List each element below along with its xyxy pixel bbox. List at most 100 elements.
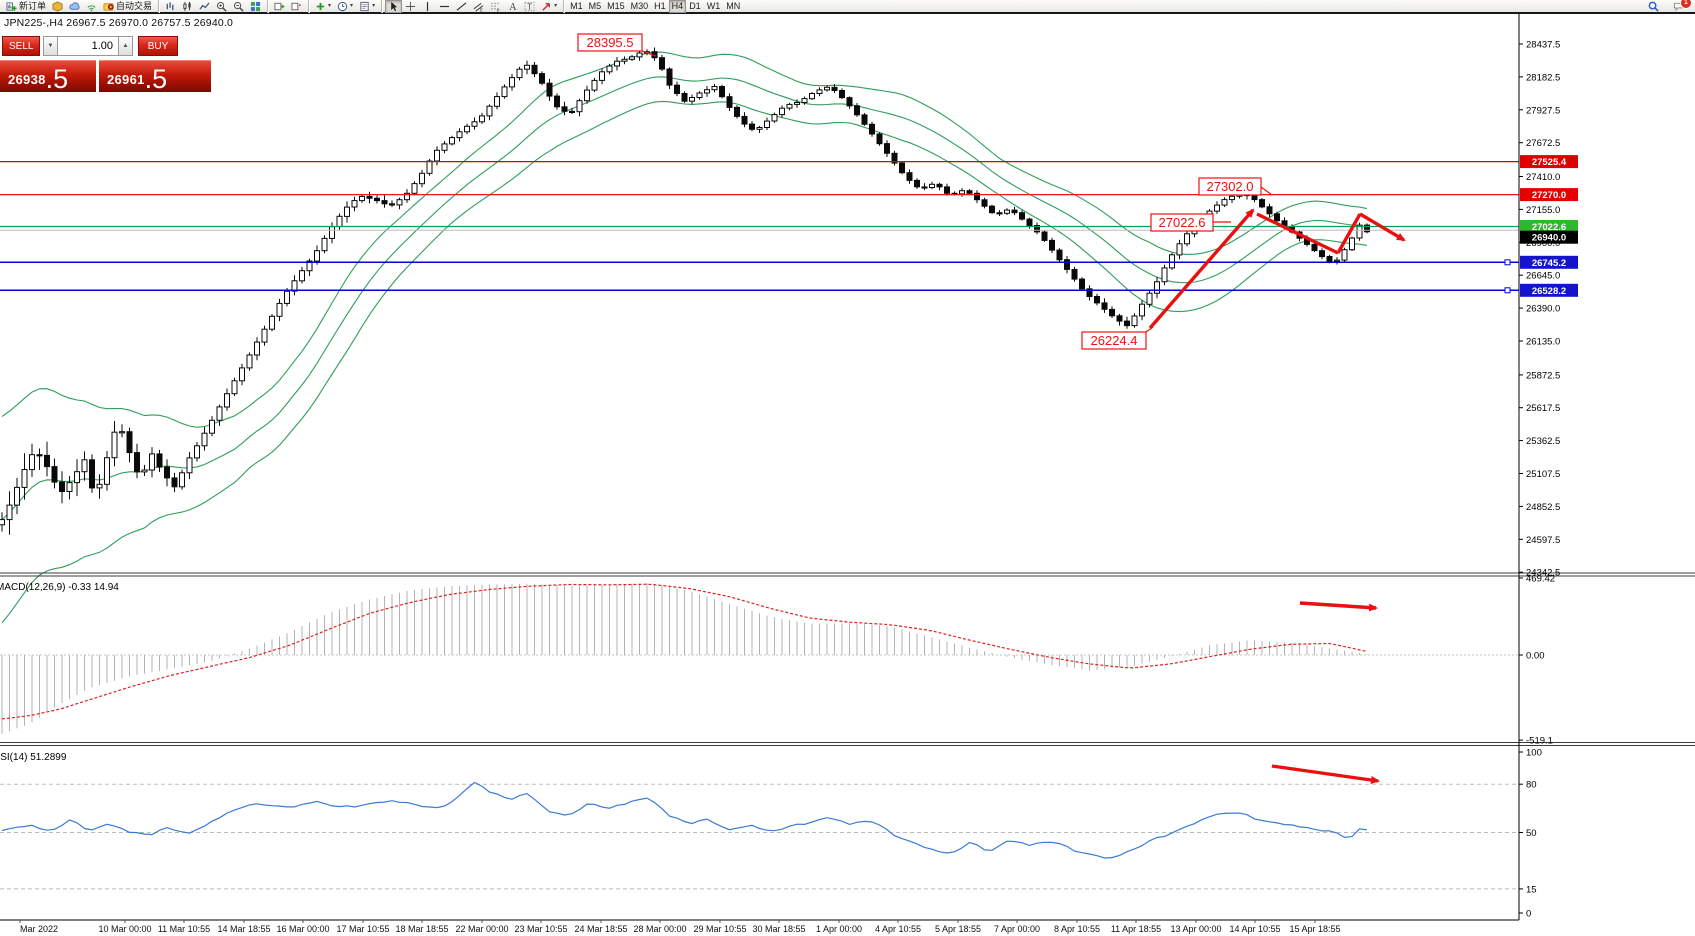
- hline-handle[interactable]: [1504, 259, 1511, 266]
- vertical-line-button[interactable]: [419, 0, 436, 13]
- svg-text:1 Apr 00:00: 1 Apr 00:00: [816, 924, 862, 934]
- price-badge: [1520, 255, 1578, 269]
- chart-shift-button[interactable]: [288, 0, 305, 13]
- sell-button[interactable]: SELL: [2, 36, 40, 56]
- autotrade-button[interactable]: 自动交易: [100, 0, 155, 13]
- svg-text:8 Apr 10:55: 8 Apr 10:55: [1054, 924, 1100, 934]
- tf-h4-button[interactable]: H4: [668, 0, 687, 13]
- line-chart-icon: [199, 1, 210, 12]
- arrows-button[interactable]: ▾: [538, 0, 560, 13]
- horizontal-line-button[interactable]: [436, 0, 453, 13]
- candles: [0, 47, 1370, 535]
- community-button[interactable]: [66, 0, 83, 13]
- candlestick-chart-button[interactable]: [179, 0, 196, 13]
- zoom-in-button[interactable]: [213, 0, 230, 13]
- tf-w1-button-label: W1: [706, 0, 721, 11]
- svg-text:26645.0: 26645.0: [1526, 271, 1560, 282]
- autotrade-icon: [103, 1, 114, 12]
- periods-button[interactable]: ▾: [334, 0, 356, 13]
- notification-count-badge: 1: [1680, 0, 1692, 9]
- toolbar-group: [158, 0, 267, 13]
- search-button[interactable]: [1645, 0, 1662, 13]
- svg-text:15: 15: [1526, 884, 1537, 895]
- clock-icon: [337, 1, 348, 12]
- svg-text:80: 80: [1526, 780, 1537, 791]
- svg-text:T: T: [527, 2, 532, 11]
- templates-button[interactable]: ▾: [356, 0, 378, 13]
- svg-text:5 Apr 18:55: 5 Apr 18:55: [935, 924, 981, 934]
- chart-shift-icon: [291, 1, 302, 12]
- trend-arrow[interactable]: [1148, 208, 1255, 330]
- buy-price-panel[interactable]: 26961 .5: [99, 60, 211, 93]
- svg-text:24342.5: 24342.5: [1526, 568, 1560, 579]
- svg-text:26135.0: 26135.0: [1526, 337, 1560, 348]
- text-a-icon: A: [507, 1, 518, 12]
- trend-arrow[interactable]: [1359, 212, 1406, 242]
- toolbar-group: 新订单 自动交易: [0, 0, 158, 13]
- tf-m30-button[interactable]: M30: [628, 0, 652, 13]
- svg-text:13 Apr 00:00: 13 Apr 00:00: [1170, 924, 1221, 934]
- rsi-pane: 100 80 50 15 0 RSI(14) 51.2899: [0, 748, 1542, 920]
- new-order-button[interactable]: 新订单: [3, 0, 49, 13]
- volume-input[interactable]: [58, 36, 118, 56]
- time-axis[interactable]: Mar 2022 10 Mar 00:00 11 Mar 10:55 14 Mar 1…: [19, 920, 1341, 934]
- new-order-button-label: 新订单: [19, 0, 47, 11]
- trend-arrow[interactable]: [1256, 212, 1339, 255]
- tf-w1-button[interactable]: W1: [704, 0, 724, 13]
- tf-m5-button[interactable]: M5: [586, 0, 605, 13]
- tf-h1-button[interactable]: H1: [651, 0, 669, 13]
- zoom-out-button[interactable]: [230, 0, 247, 13]
- tf-m1-button[interactable]: M1: [567, 0, 586, 13]
- tf-mn-button[interactable]: MN: [723, 0, 743, 13]
- template-icon: [359, 1, 370, 12]
- trend-arrow[interactable]: [1299, 601, 1378, 612]
- text-button[interactable]: A: [504, 0, 521, 13]
- fibonacci-button[interactable]: F: [487, 0, 504, 13]
- tile-windows-button[interactable]: [247, 0, 264, 13]
- svg-text:26745.2: 26745.2: [1532, 258, 1566, 269]
- hline-handle[interactable]: [1504, 287, 1511, 294]
- sell-price-panel[interactable]: 26938 .5: [0, 60, 96, 93]
- bar-chart-button[interactable]: [162, 0, 179, 13]
- annotation-box[interactable]: [1081, 331, 1147, 350]
- signal-button[interactable]: [83, 0, 100, 13]
- trend-arrows: [1148, 208, 1406, 784]
- cursor-button[interactable]: [385, 0, 403, 13]
- annotation-box[interactable]: [1198, 177, 1262, 196]
- auto-scroll-button[interactable]: [271, 0, 288, 13]
- annotation-box[interactable]: [577, 33, 643, 52]
- svg-text:25872.5: 25872.5: [1526, 370, 1560, 381]
- vertical-line-icon: [422, 1, 433, 12]
- channel-button[interactable]: E: [470, 0, 487, 13]
- autotrade-button-label: 自动交易: [116, 0, 153, 11]
- indicator-plus-icon: [315, 1, 326, 12]
- svg-text:18 Mar 18:55: 18 Mar 18:55: [395, 924, 448, 934]
- toolbar-group: E F A T ▾: [381, 0, 563, 13]
- symbol-ohlc-line: JPN225-,H4 26967.5 26970.0 26757.5 26940…: [4, 17, 234, 29]
- volume-increase-button[interactable]: ▲: [118, 36, 133, 56]
- svg-text:22 Mar 00:00: 22 Mar 00:00: [455, 924, 508, 934]
- tf-m15-button[interactable]: M15: [604, 0, 628, 13]
- svg-text:27022.6: 27022.6: [1159, 215, 1206, 230]
- svg-text:24597.5: 24597.5: [1526, 535, 1560, 546]
- volume-decrease-button[interactable]: ▼: [43, 36, 58, 56]
- trend-arrow[interactable]: [1336, 213, 1362, 254]
- svg-text:-519.1: -519.1: [1526, 736, 1553, 747]
- package-button[interactable]: [49, 0, 66, 13]
- price-axis[interactable]: 28437.5 28182.5 27927.5 27672.5 27410.0 27155…: [1519, 40, 1578, 579]
- label-button[interactable]: T: [521, 0, 538, 13]
- indicators-button[interactable]: ▾: [312, 0, 334, 13]
- auto-scroll-icon: [274, 1, 285, 12]
- crosshair-button[interactable]: [402, 0, 419, 13]
- macd-label: MACD(12,26,9) -0.33 14.94: [0, 582, 119, 593]
- tf-d1-button[interactable]: D1: [686, 0, 704, 13]
- buy-button[interactable]: BUY: [138, 36, 178, 56]
- svg-text:26528.2: 26528.2: [1532, 286, 1566, 297]
- trendline-button[interactable]: [453, 0, 470, 13]
- price-badge: [1520, 188, 1578, 202]
- line-chart-button[interactable]: [196, 0, 213, 13]
- toolbar: 新订单 自动交易 ▾ ▾ ▾ E F A T ▾ M1 M5 M15 M30 H1 H4 D1 W1 MN 1: [0, 0, 1695, 14]
- trend-arrow[interactable]: [1271, 764, 1380, 784]
- notifications-button[interactable]: 1: [1670, 0, 1692, 13]
